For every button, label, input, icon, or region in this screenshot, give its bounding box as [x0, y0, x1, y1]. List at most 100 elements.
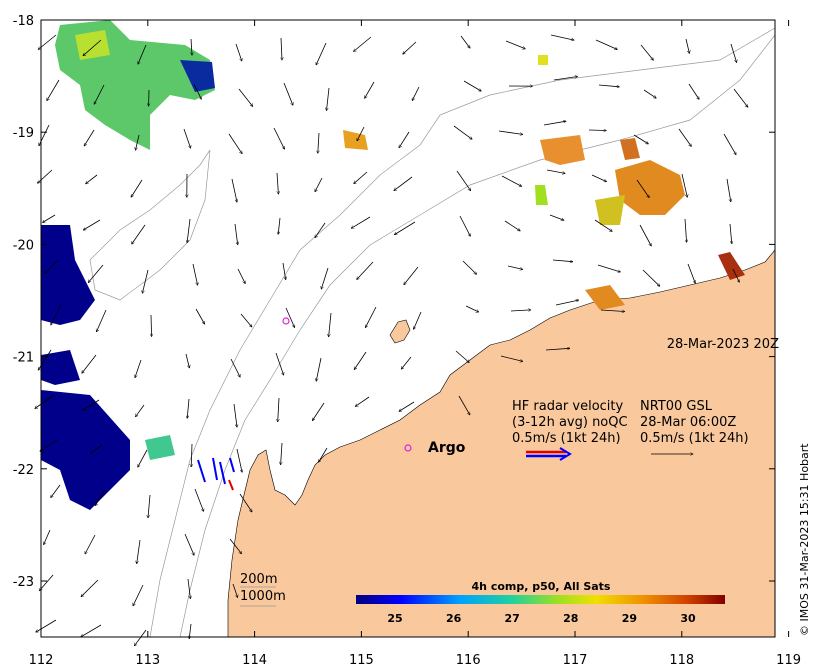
colorbar-tick-label: 29: [622, 612, 637, 625]
velocity-arrow: [138, 44, 147, 64]
velocity-arrow: [133, 584, 144, 606]
velocity-arrow: [194, 488, 204, 511]
velocity-arrow: [83, 399, 100, 411]
velocity-arrow: [552, 259, 573, 262]
velocity-arrow: [142, 269, 149, 293]
credit-text: © IMOS 31-Mar-2023 15:31 Hobart: [798, 443, 811, 636]
y-tick-label: -22: [13, 463, 34, 478]
velocity-arrow: [187, 578, 190, 599]
y-tick-label: -23: [13, 575, 34, 590]
velocity-arrow: [278, 217, 281, 234]
velocity-arrow: [315, 222, 326, 238]
velocity-arrow: [543, 121, 566, 126]
velocity-arrow: [285, 307, 295, 328]
velocity-arrow: [318, 132, 319, 153]
legend-line2-right: 28-Mar 06:00Z: [640, 415, 736, 430]
colorbar-tick-label: 26: [446, 612, 462, 625]
velocity-arrow: [283, 82, 293, 105]
velocity-arrow: [51, 304, 62, 325]
velocity-arrow: [136, 134, 140, 150]
velocity-arrow: [187, 398, 190, 418]
velocity-arrow: [315, 177, 323, 192]
velocity-arrow: [365, 81, 375, 98]
velocity-arrow: [403, 41, 417, 54]
hf-radar-vectors: [197, 457, 235, 491]
velocity-arrow: [35, 394, 55, 409]
velocity-arrow: [733, 88, 748, 107]
velocity-arrow: [94, 84, 105, 104]
colorbar-gradient: [356, 595, 725, 604]
velocity-arrow: [281, 442, 283, 465]
velocity-arrow: [228, 133, 242, 154]
barrow-island: [389, 319, 411, 344]
velocity-arrow: [229, 538, 242, 554]
y-tick-label: -21: [13, 351, 34, 366]
x-tick-label: 115: [349, 653, 374, 668]
velocity-arrow: [501, 175, 522, 186]
velocity-arrow: [39, 574, 54, 591]
velocity-arrow: [588, 130, 606, 131]
velocity-arrow: [237, 268, 245, 284]
velocity-arrow: [354, 351, 367, 370]
y-tick-label: -18: [13, 14, 34, 29]
velocity-arrow: [312, 402, 325, 421]
velocity-arrow: [86, 174, 98, 184]
velocity-arrow: [95, 489, 106, 506]
velocity-arrow: [399, 401, 415, 411]
velocity-arrow: [316, 42, 327, 65]
velocity-arrow: [729, 223, 732, 244]
velocity-arrow: [192, 263, 198, 285]
contour-shelf: [89, 149, 211, 301]
velocity-arrow: [36, 619, 57, 632]
legend-line3-left: 0.5m/s (1kt 24h): [512, 431, 621, 446]
velocity-arrow: [546, 169, 565, 173]
velocity-arrow: [414, 311, 422, 329]
velocity-arrow: [684, 218, 687, 242]
velocity-arrow: [462, 260, 477, 274]
velocity-arrow: [633, 134, 648, 144]
velocity-arrow: [594, 219, 612, 231]
legend-radar-arrowhead: [559, 447, 572, 461]
velocity-arrow: [235, 43, 242, 61]
velocity-legend: HF radar velocity NRT00 GSL (3-12h avg) …: [512, 399, 749, 461]
velocity-arrow: [394, 176, 413, 191]
velocity-arrow: [351, 216, 371, 228]
velocity-arrow: [550, 34, 574, 40]
velocity-arrow: [43, 214, 56, 223]
velocity-arrow: [321, 267, 329, 289]
velocity-arrow: [316, 357, 322, 381]
argo-float-marker[interactable]: [282, 317, 290, 325]
colorbar-tick-label: 27: [505, 612, 520, 625]
x-tick-label: 117: [563, 653, 588, 668]
velocity-arrow: [510, 310, 531, 311]
velocity-arrow: [598, 84, 619, 87]
velocity-arrow: [355, 396, 370, 406]
velocity-arrow: [327, 87, 330, 111]
velocity-arrow: [505, 40, 525, 49]
velocity-arrow: [595, 39, 617, 50]
velocity-arrow: [458, 395, 470, 415]
legend-line1-right: NRT00 GSL: [640, 399, 713, 414]
velocity-arrow: [681, 173, 687, 197]
velocity-arrow: [412, 86, 420, 101]
colorbar-tick-label: 30: [680, 612, 696, 625]
map-timestamp: 28-Mar-2023 20Z: [667, 337, 779, 352]
colorbar-title: 4h comp, p50, All Sats: [472, 580, 611, 593]
y-tick-label: -20: [13, 238, 34, 253]
velocity-arrow: [131, 179, 143, 197]
velocity-arrow: [281, 37, 282, 60]
velocity-arrow: [545, 348, 570, 351]
velocity-arrow: [233, 403, 237, 427]
velocity-arrow: [38, 169, 53, 183]
velocity-arrow: [354, 36, 372, 52]
x-tick-label: 112: [29, 653, 54, 668]
map-frame: [40, 19, 776, 638]
velocity-arrow: [643, 89, 656, 98]
velocity-arrow: [395, 221, 416, 235]
velocity-arrow: [498, 130, 523, 134]
velocity-arrow: [507, 265, 523, 269]
velocity-arrow: [639, 224, 651, 246]
velocity-arrow: [726, 178, 731, 202]
colorbar-ticks: 25 26 27 28 29 30: [387, 612, 696, 625]
legend-line1-left: HF radar velocity: [512, 399, 624, 414]
